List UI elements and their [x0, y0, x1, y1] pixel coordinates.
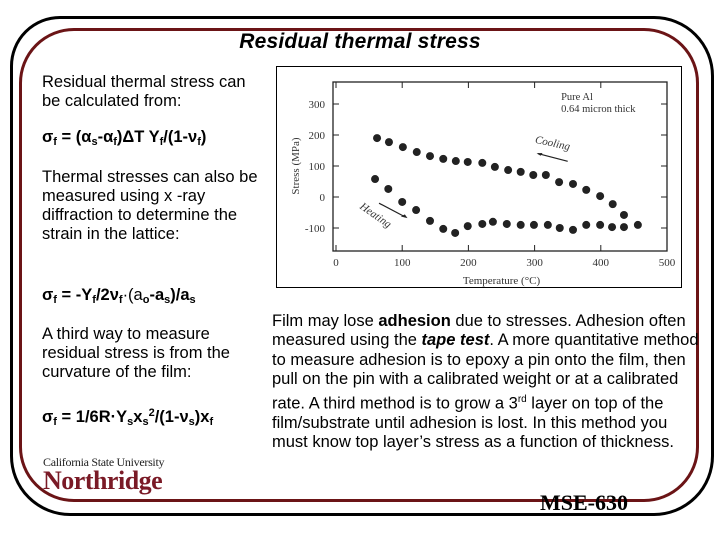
stress-temperature-chart: 0 100 200 300 400 500 -100 0 100 200 300 Temperatur… [276, 66, 682, 288]
svg-text:0.64 micron thick: 0.64 micron thick [561, 104, 636, 115]
svg-text:Pure Al: Pure Al [561, 92, 593, 103]
svg-text:Temperature (°C): Temperature (°C) [463, 275, 541, 287]
intro-text: Residual thermal stress can be calculate… [42, 73, 246, 110]
equation-thermal-stress: σf = (αs-αf)ΔT Yf/(1-νf) [42, 128, 207, 148]
university-logo: California State University Northridge [43, 455, 165, 495]
slide-title: Residual thermal stress [239, 30, 481, 53]
svg-text:100: 100 [309, 161, 326, 173]
svg-text:200: 200 [460, 257, 477, 269]
svg-text:0: 0 [333, 257, 339, 269]
slide-outer-border [10, 16, 714, 516]
svg-text:Heating: Heating [357, 200, 394, 231]
svg-text:-100: -100 [305, 223, 326, 235]
svg-text:200: 200 [309, 130, 326, 142]
equation-xray: σf = -Yf/2νf·(ao-as)/as [42, 286, 196, 306]
chart-plot: 0 100 200 300 400 500 -100 0 100 200 300 Temperatur… [290, 81, 676, 287]
svg-text:100: 100 [394, 257, 411, 269]
xray-text: Thermal stresses can also be measured us… [42, 168, 258, 243]
svg-text:300: 300 [526, 257, 543, 269]
adhesion-text: Film may lose adhesion due to stresses. … [272, 312, 699, 451]
svg-text:Stress (MPa): Stress (MPa) [290, 137, 302, 194]
curvature-text: A third way to measure residual stress i… [42, 325, 230, 381]
slide-inner-border [19, 28, 699, 502]
svg-text:500: 500 [659, 257, 676, 269]
svg-text:300: 300 [309, 99, 326, 111]
svg-text:0: 0 [320, 192, 326, 204]
equation-curvature: σf = 1/6R·Ysxs2/(1-νs)xf [42, 407, 214, 428]
svg-text:Cooling: Cooling [534, 134, 572, 153]
svg-text:400: 400 [593, 257, 610, 269]
course-code: MSE-630 [540, 490, 628, 515]
